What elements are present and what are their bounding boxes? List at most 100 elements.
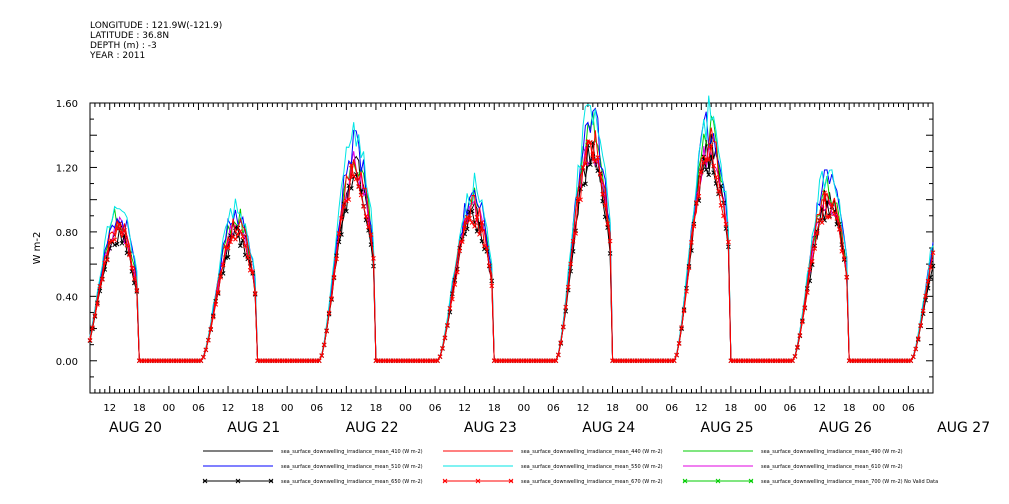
series-marker: [568, 261, 574, 267]
series-marker: [679, 325, 684, 330]
series-marker: [336, 231, 342, 236]
series-marker: [721, 213, 726, 219]
series-marker: [706, 172, 712, 178]
plot-frame: [89, 102, 934, 394]
series-marker: [250, 269, 256, 274]
series-marker: [696, 193, 702, 199]
series-marker: [489, 283, 495, 289]
series-marker: [124, 242, 130, 248]
series-marker: [95, 302, 100, 307]
series-marker: [245, 254, 251, 260]
x-tick-label: 18: [725, 403, 738, 414]
series-marker: [334, 256, 339, 262]
series-marker: [445, 322, 450, 328]
series-marker: [580, 165, 586, 170]
header-longitude: LONGITUDE : 121.9W(-121.9): [90, 21, 223, 31]
legend-label: sea_surface_downwelling_irradiance_mean_…: [281, 464, 423, 470]
y-tick-label: 1.20: [56, 163, 78, 174]
series-marker: [686, 265, 692, 271]
series-marker: [220, 262, 226, 268]
x-tick-label: 00: [281, 403, 294, 414]
legend-marker: [442, 478, 448, 484]
series-marker: [472, 223, 477, 229]
series-marker: [215, 290, 221, 295]
series-marker: [99, 277, 105, 282]
series-marker: [703, 167, 709, 172]
series-marker: [238, 243, 243, 249]
series-marker: [462, 225, 468, 231]
x-tick-label: 18: [251, 403, 264, 414]
x-axis: 12 18 00 06 12 18 00 06 12 18 00 06 12 18 00 06 12 18 00 06…: [89, 103, 990, 436]
x-tick-label: 18: [133, 403, 146, 414]
series-line: [89, 127, 934, 362]
series-marker: [127, 252, 132, 258]
series-marker: [452, 282, 458, 287]
series-marker: [691, 223, 697, 229]
series-marker: [353, 176, 359, 182]
x-tick-label: 00: [517, 403, 530, 414]
series-marker: [797, 333, 803, 338]
series-marker: [358, 192, 364, 198]
series-marker: [479, 220, 485, 225]
legend-label: sea_surface_downwelling_irradiance_mean_…: [521, 464, 663, 470]
series-marker: [814, 230, 820, 236]
series-marker: [804, 290, 810, 295]
x-tick-label: 06: [902, 403, 915, 414]
series-marker: [242, 243, 248, 249]
series-marker: [583, 161, 588, 167]
series-marker: [240, 234, 246, 239]
series-marker: [602, 202, 608, 208]
metadata-header: LONGITUDE : 121.9W(-121.9) LATITUDE : 36…: [90, 21, 222, 61]
series-marker: [112, 237, 118, 243]
series-marker: [467, 215, 472, 221]
series-marker: [208, 326, 214, 332]
series-marker: [119, 240, 125, 246]
plot-border: [89, 102, 934, 394]
series-marker: [361, 204, 366, 209]
legend-label: sea_surface_downwelling_irradiance_mean_…: [521, 449, 663, 455]
x-tick-label: 06: [310, 403, 323, 414]
series-marker: [486, 263, 492, 268]
series-marker: [841, 256, 847, 261]
series-marker: [698, 169, 704, 175]
series-marker: [203, 347, 209, 353]
x-tick-label: 06: [665, 403, 678, 414]
series-marker: [802, 305, 808, 311]
series-marker: [321, 342, 327, 348]
x-tick-label: 12: [340, 403, 353, 414]
series-marker: [104, 257, 110, 263]
series-marker: [459, 239, 465, 245]
series-marker: [97, 283, 103, 289]
series-marker: [238, 228, 243, 234]
series-marker: [117, 221, 122, 227]
series-marker: [925, 278, 931, 284]
series-marker: [600, 191, 606, 197]
series-marker: [348, 162, 354, 168]
series-line: [89, 142, 934, 362]
series-marker: [792, 353, 798, 359]
y-tick-label: 0.00: [56, 357, 78, 368]
series-marker: [343, 198, 349, 204]
series-marker: [484, 245, 490, 251]
legend-marker: [202, 478, 208, 484]
legend-marker: [268, 478, 274, 484]
x-tick-label: 00: [163, 403, 176, 414]
series-marker: [228, 239, 233, 245]
series-marker: [449, 296, 455, 302]
series-marker: [684, 288, 689, 294]
series-marker: [114, 241, 120, 247]
series-marker: [713, 174, 719, 180]
series-marker: [225, 254, 231, 260]
x-tick-label: 06: [429, 403, 442, 414]
series-marker: [928, 265, 933, 270]
series-marker: [723, 221, 729, 227]
series-marker: [706, 157, 712, 163]
series-marker: [676, 341, 682, 346]
series-marker: [558, 340, 564, 345]
header-year: YEAR : 2011: [90, 51, 146, 61]
series-marker: [844, 275, 850, 280]
legend-marker: [715, 478, 721, 484]
series-marker: [356, 184, 362, 189]
x-date-label: AUG 26: [819, 420, 872, 436]
